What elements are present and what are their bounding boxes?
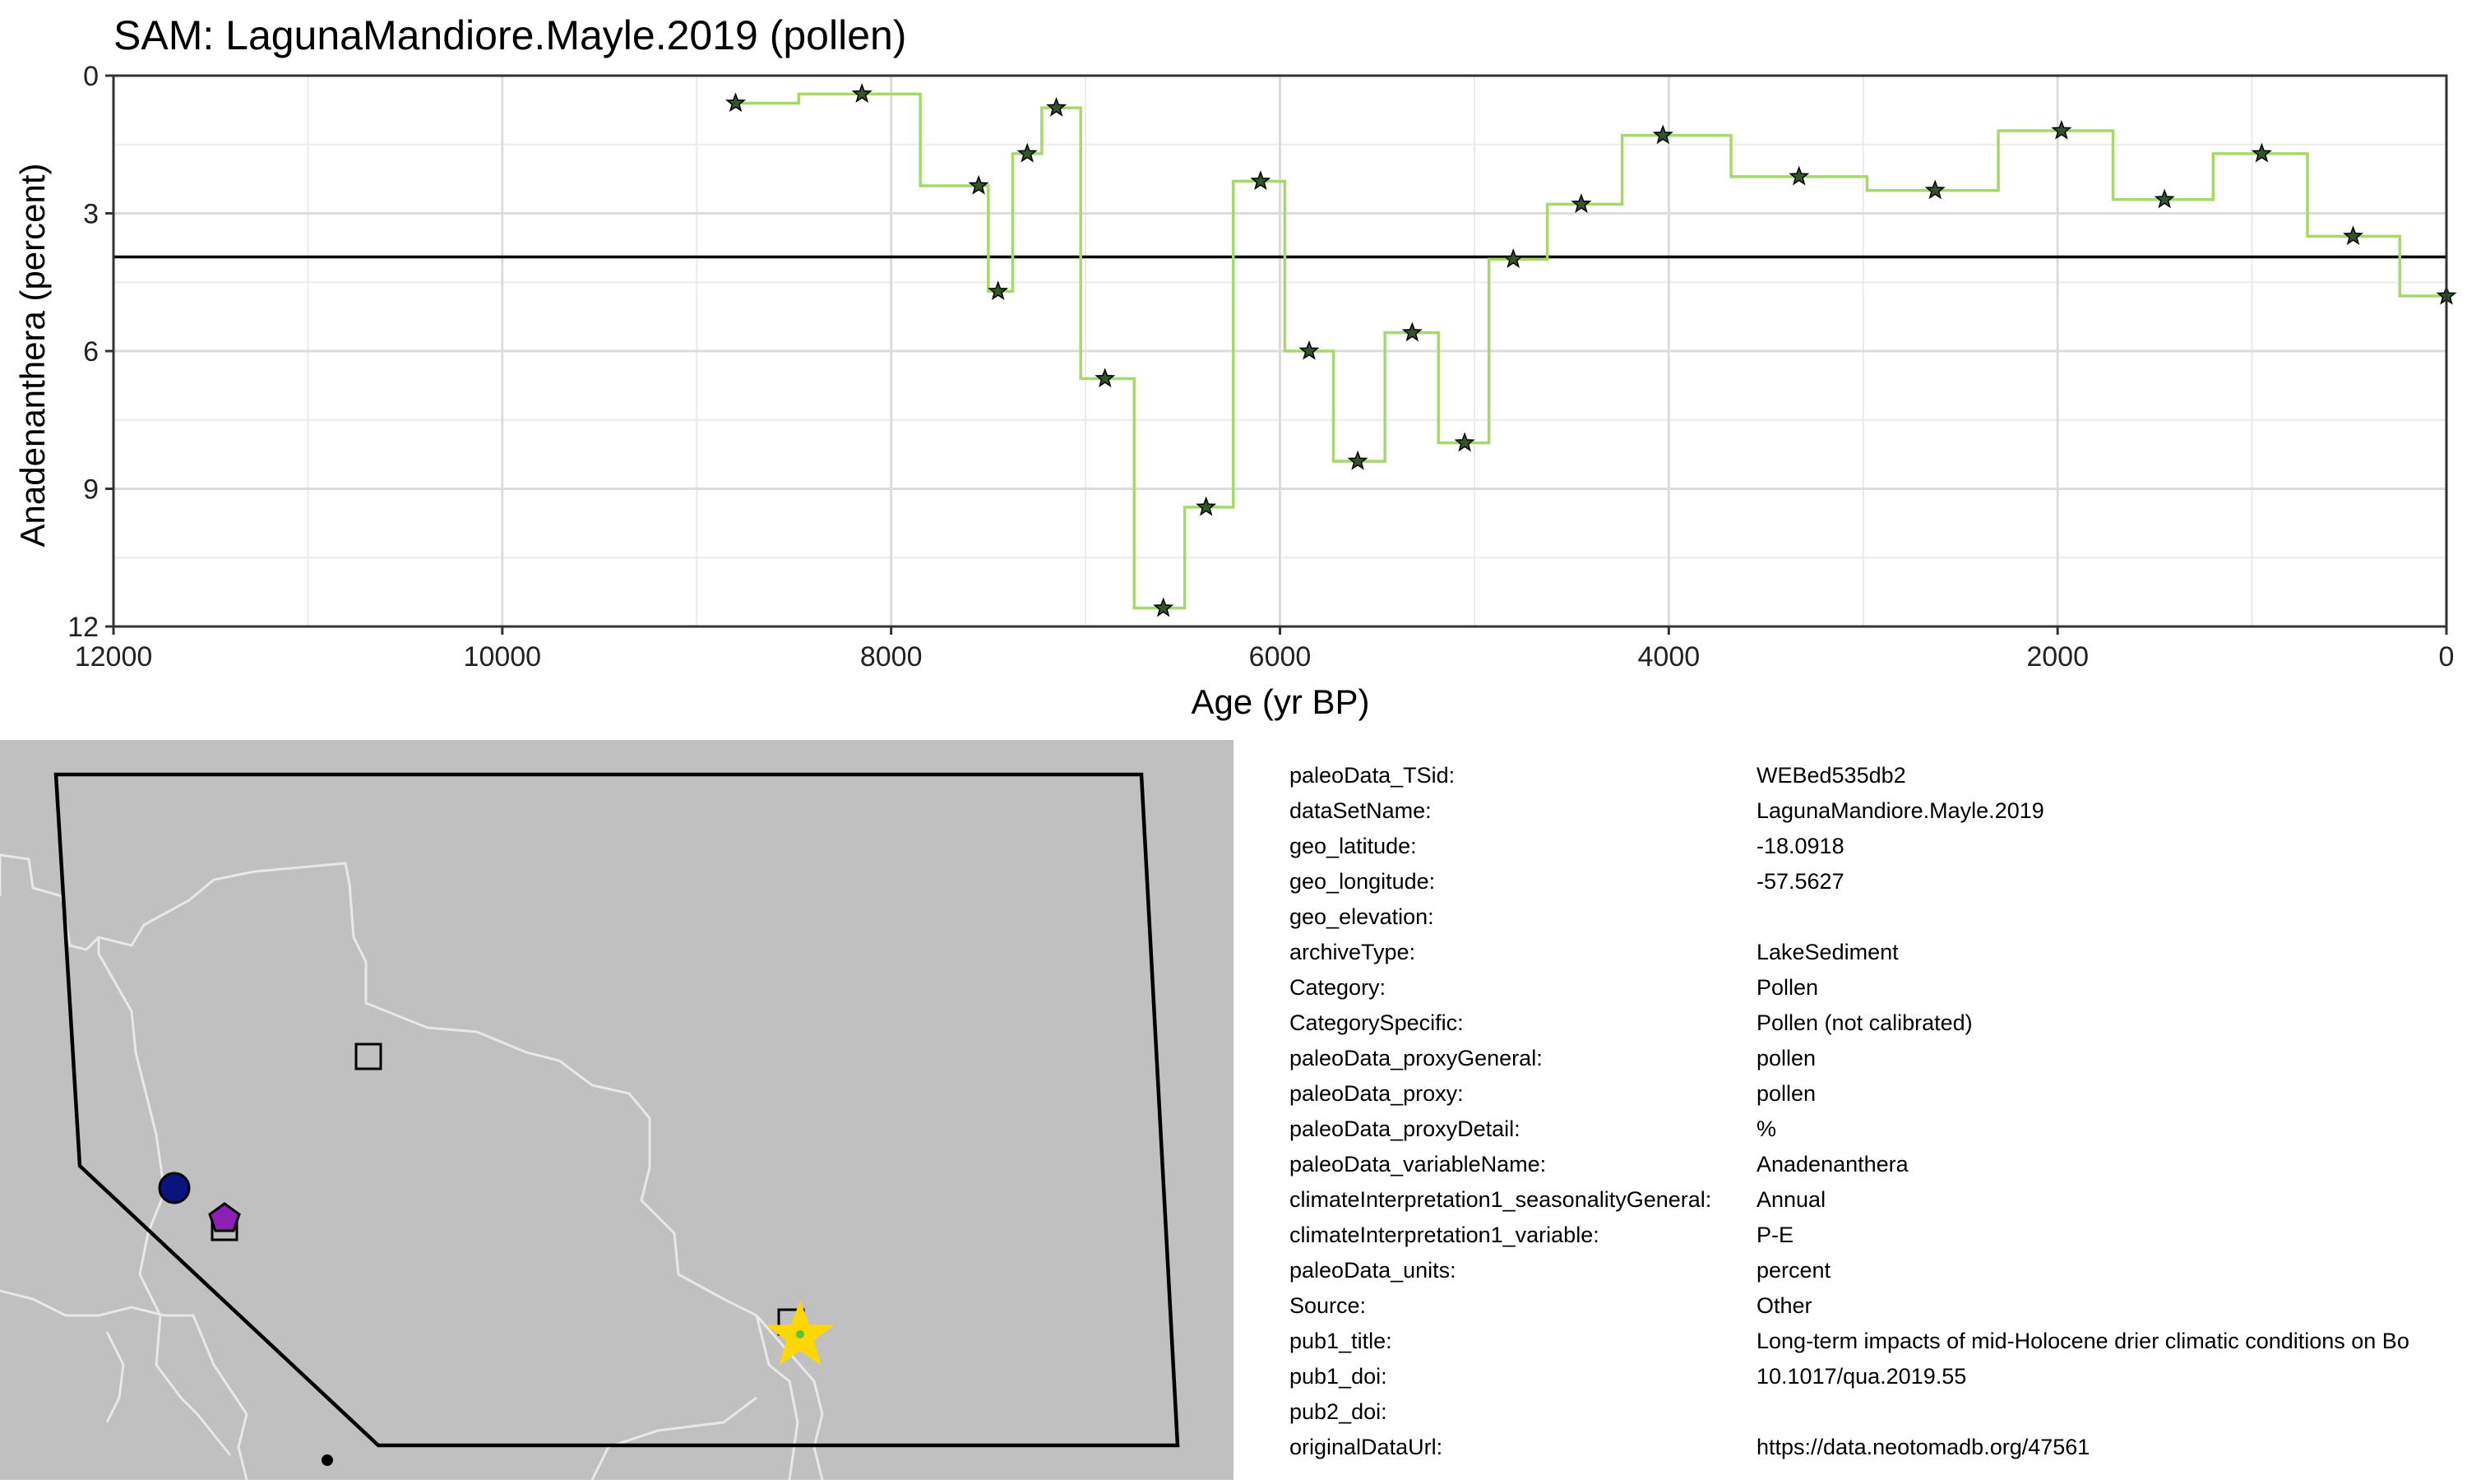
- x-axis-ticks: 12000 10000 8000 6000 4000 2000 0: [75, 626, 2455, 673]
- metadata-key: paleoData_units:: [1289, 1258, 1456, 1283]
- data-point: [2051, 119, 2072, 140]
- metadata-value: pollen: [1757, 1081, 1817, 1106]
- x-tick-label: 8000: [860, 641, 923, 673]
- metadata-key: paleoData_TSid:: [1289, 763, 1456, 788]
- x-tick-label: 12000: [75, 641, 153, 673]
- data-point: [988, 280, 1009, 301]
- metadata-value: Pollen: [1757, 975, 1819, 1000]
- metadata-value: WEBed535db2: [1757, 763, 1906, 788]
- time-series-chart: SAM: LagunaMandiore.Mayle.2019 (pollen) …: [13, 12, 2457, 721]
- border-line: [0, 1289, 248, 1481]
- y-tick-label: 0: [83, 61, 99, 92]
- series-step-line: [735, 92, 2446, 610]
- border-line: [105, 1331, 125, 1423]
- metadata-value: LakeSediment: [1757, 940, 1899, 964]
- data-point: [1298, 340, 1320, 360]
- border-line: [755, 1315, 824, 1481]
- data-point: [968, 174, 989, 195]
- x-tick-label: 6000: [1249, 641, 1312, 673]
- y-tick-label: 6: [83, 336, 99, 368]
- data-point: [1454, 432, 1475, 452]
- metadata-value: pollen: [1757, 1046, 1817, 1070]
- metadata-key: climateInterpretation1_variable:: [1289, 1223, 1599, 1247]
- y-axis-ticks: 0 3 6 9 12: [67, 61, 113, 643]
- data-point: [1153, 597, 1174, 617]
- metadata-key: paleoData_proxyGeneral:: [1289, 1046, 1543, 1070]
- metadata-value: -57.5627: [1757, 869, 1844, 894]
- metadata-key: pub1_doi:: [1289, 1364, 1387, 1389]
- x-tick-label: 4000: [1638, 641, 1701, 673]
- small-dot-marker: [322, 1454, 333, 1466]
- metadata-table: paleoData_TSid: WEBed535db2 dataSetName: La…: [1289, 758, 2467, 1473]
- metadata-key: dataSetName:: [1289, 798, 1432, 823]
- metadata-key: originalDataUrl:: [1289, 1435, 1443, 1459]
- y-axis-title: Anadenanthera (percent): [13, 164, 52, 548]
- x-tick-label: 0: [2439, 641, 2455, 673]
- region-outline: [53, 772, 1180, 1448]
- metadata-value: Annual: [1757, 1187, 1826, 1212]
- data-point: [1347, 450, 1368, 470]
- metadata-key: paleoData_proxyDetail:: [1289, 1116, 1520, 1141]
- border-line: [0, 853, 799, 1481]
- square-site-marker: [354, 1042, 382, 1070]
- target-site-center-dot: [796, 1330, 804, 1338]
- data-point: [1046, 96, 1067, 117]
- metadata-key: CategorySpecific:: [1289, 1010, 1464, 1035]
- site-map: [0, 740, 1234, 1481]
- metadata-key: Category:: [1289, 975, 1386, 1000]
- data-point: [1196, 496, 1217, 516]
- x-tick-label: 10000: [464, 641, 542, 673]
- border-line: [97, 937, 232, 1456]
- data-point: [1924, 179, 1946, 200]
- site-markers: [158, 1042, 835, 1466]
- y-tick-label: 12: [67, 612, 99, 643]
- border-line: [590, 1396, 757, 1481]
- data-point: [1652, 124, 1673, 145]
- x-tick-label: 2000: [2026, 641, 2089, 673]
- y-tick-label: 3: [83, 199, 99, 230]
- metadata-key: geo_longitude:: [1289, 869, 1436, 894]
- metadata-key: archiveType:: [1289, 940, 1416, 964]
- data-point: [1401, 321, 1423, 342]
- data-point: [1571, 193, 1592, 213]
- metadata-value: P-E: [1757, 1223, 1794, 1247]
- data-points: [725, 83, 2457, 617]
- pentagon-site-marker: [208, 1202, 241, 1232]
- data-point: [1016, 142, 1038, 163]
- metadata-value: 10.1017/qua.2019.55: [1757, 1364, 1967, 1389]
- metadata-value: LagunaMandiore.Mayle.2019: [1757, 798, 2044, 823]
- x-axis-title: Age (yr BP): [1191, 682, 1369, 721]
- metadata-value: %: [1757, 1116, 1777, 1141]
- metadata-key: paleoData_variableName:: [1289, 1152, 1547, 1177]
- data-point: [1095, 368, 1116, 388]
- metadata-value: -18.0918: [1757, 834, 1844, 858]
- map-svg: [0, 740, 1234, 1481]
- data-point: [2154, 188, 2175, 209]
- data-point: [2251, 142, 2272, 163]
- chart-title: SAM: LagunaMandiore.Mayle.2019 (pollen): [113, 12, 906, 58]
- metadata-key: pub1_title:: [1289, 1329, 1392, 1353]
- circle-site-marker: [158, 1172, 191, 1204]
- metadata-value: percent: [1757, 1258, 1831, 1283]
- data-point: [851, 83, 872, 103]
- metadata-key: geo_latitude:: [1289, 834, 1417, 858]
- metadata-value: Long-term impacts of mid-Holocene drier …: [1757, 1329, 2409, 1353]
- metadata-value: Anadenanthera: [1757, 1152, 1909, 1177]
- metadata-value: Other: [1757, 1293, 1812, 1318]
- metadata-value: Pollen (not calibrated): [1757, 1010, 1973, 1035]
- data-point: [2343, 225, 2364, 246]
- map-land-background: [0, 740, 1234, 1480]
- data-point: [725, 92, 747, 113]
- metadata-key: pub2_doi:: [1289, 1399, 1387, 1424]
- y-tick-label: 9: [83, 474, 99, 506]
- country-borders: [0, 853, 824, 1481]
- data-point: [1502, 248, 1524, 268]
- metadata-key: Source:: [1289, 1293, 1367, 1318]
- metadata-value: https://data.neotomadb.org/47561: [1757, 1435, 2090, 1459]
- metadata-key: geo_elevation:: [1289, 904, 1434, 929]
- data-point: [1250, 170, 1271, 191]
- metadata-key: paleoData_proxy:: [1289, 1081, 1464, 1106]
- metadata-key: climateInterpretation1_seasonalityGenera…: [1289, 1187, 1712, 1212]
- data-point: [1789, 165, 1810, 186]
